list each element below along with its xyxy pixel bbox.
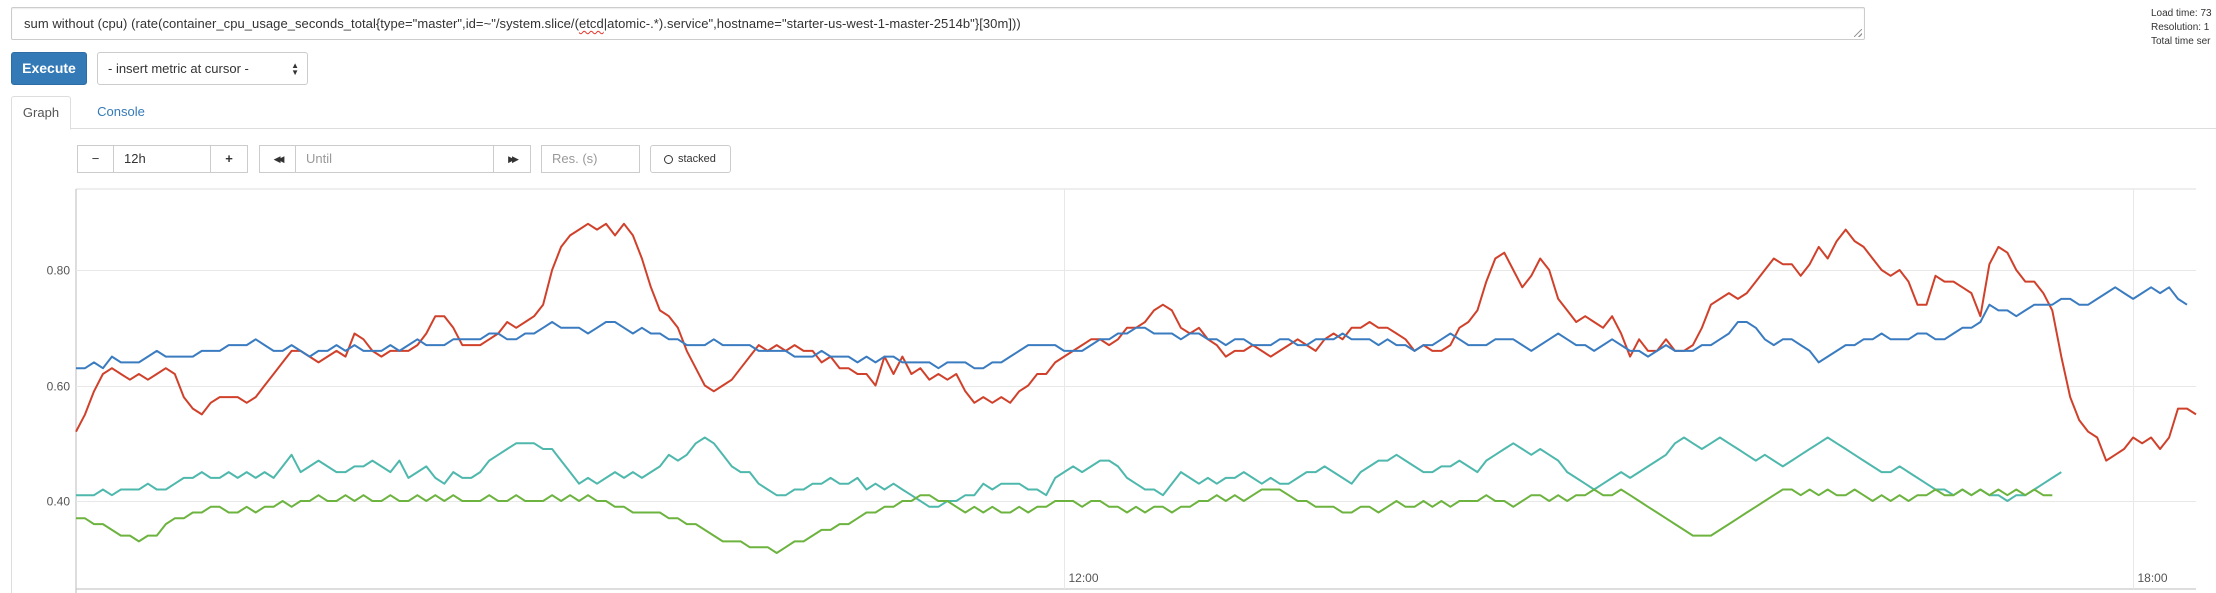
expression-input[interactable]: sum without (cpu) (rate(container_cpu_us…: [11, 7, 1865, 40]
stacked-toggle-button[interactable]: stacked: [650, 145, 731, 173]
load-time-text: Load time: 73: [2151, 8, 2212, 19]
until-input[interactable]: Until: [295, 145, 494, 173]
y-tick-label: 0.40: [47, 495, 71, 509]
time-forward-button[interactable]: ▶▶: [493, 145, 531, 173]
insert-metric-select-value: - insert metric at cursor -: [108, 61, 249, 76]
total-time-series-text: Total time ser: [2151, 36, 2211, 47]
increase-range-button[interactable]: +: [210, 145, 248, 173]
resolution-input[interactable]: Res. (s): [541, 145, 640, 173]
time-back-button[interactable]: ◀◀: [259, 145, 296, 173]
x-tick-label: 18:00: [2138, 571, 2168, 585]
insert-metric-select[interactable]: - insert metric at cursor - ▲ ▼: [97, 52, 308, 85]
y-tick-label: 0.60: [47, 380, 71, 394]
stacked-toggle-icon: [664, 155, 673, 164]
stacked-toggle-label: stacked: [678, 153, 716, 165]
query-stats: Load time: 73 Resolution: 1 Total time s…: [2151, 7, 2212, 49]
series-line-4[interactable]: [76, 488, 2053, 554]
series-line-3[interactable]: [76, 436, 2062, 508]
resize-handle-icon[interactable]: [1854, 29, 1862, 37]
expression-text: sum without (cpu) (rate(container_cpu_us…: [24, 16, 1021, 31]
execute-button[interactable]: Execute: [11, 52, 87, 85]
select-caret-icon: ▲ ▼: [291, 61, 299, 77]
range-input[interactable]: 12h: [113, 145, 211, 173]
decrease-range-button[interactable]: −: [77, 145, 114, 173]
y-tick-label: 0.80: [47, 264, 71, 278]
graph-tab-panel: [11, 129, 2216, 593]
spellcheck-highlight: etcd: [578, 16, 604, 31]
tab-graph[interactable]: Graph: [11, 96, 71, 130]
resolution-text: Resolution: 1: [2151, 22, 2210, 33]
series-line-2[interactable]: [76, 286, 2188, 370]
tab-console[interactable]: Console: [97, 104, 145, 119]
x-tick-label: 12:00: [1069, 571, 1099, 585]
tab-bar: Graph Console: [11, 96, 2216, 130]
